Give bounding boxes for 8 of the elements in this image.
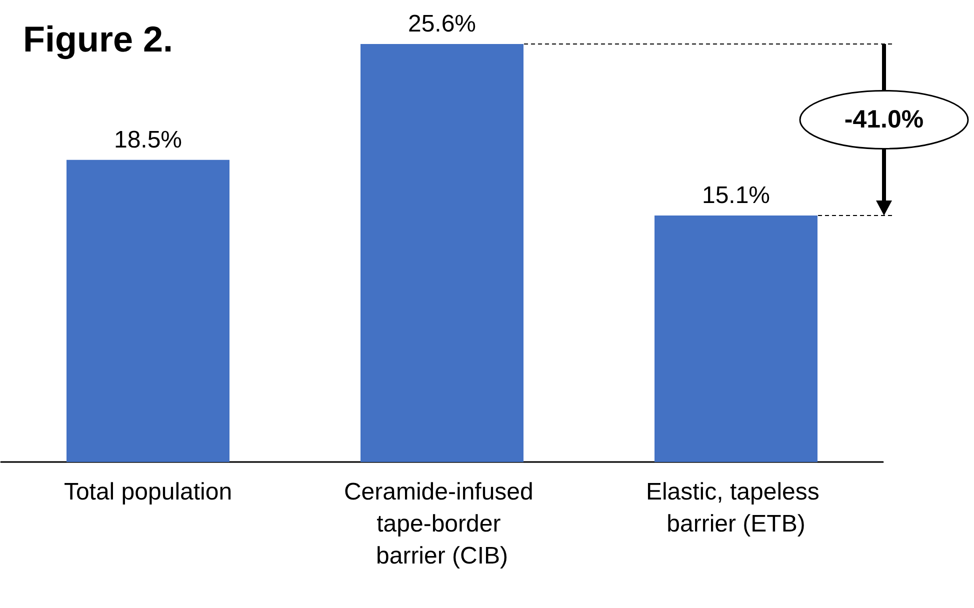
annotation: -41.0%	[844, 106, 924, 134]
data-label: 18.5%	[114, 126, 182, 154]
x-tick-label: Elastic, tapeless barrier (ETB)	[646, 478, 826, 538]
x-tick-label: Ceramide-infused tape-border barrier (CIB)	[344, 478, 540, 570]
data-label: 15.1%	[702, 182, 770, 209]
data-label: 25.6%	[408, 10, 476, 38]
chart-title: Figure 2.	[23, 18, 174, 60]
x-tick-label: Total population	[64, 478, 232, 506]
